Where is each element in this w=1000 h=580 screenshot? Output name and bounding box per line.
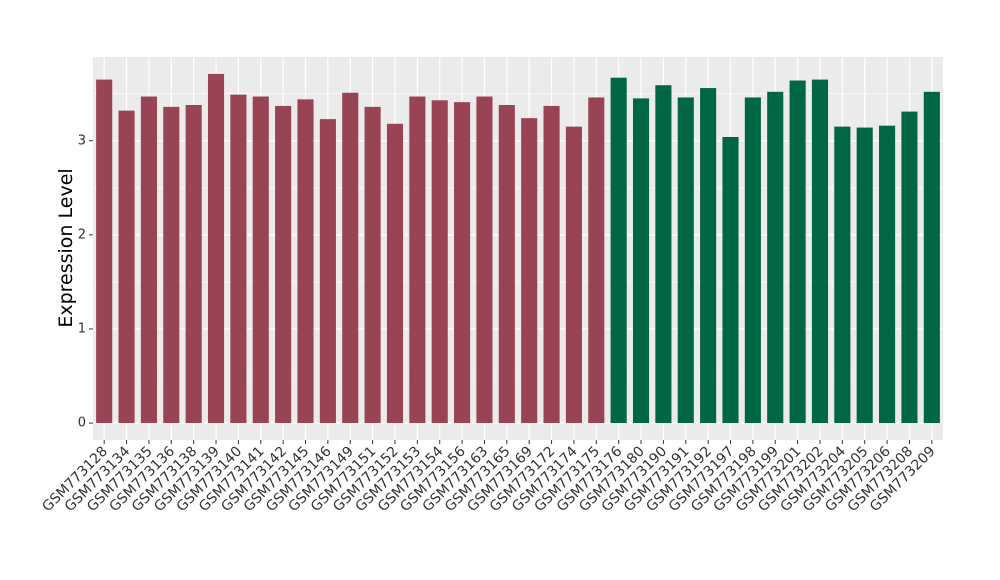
bar (632, 98, 650, 424)
bar (588, 97, 605, 424)
bar (498, 104, 515, 424)
bar (140, 96, 157, 424)
bar (185, 104, 202, 424)
bar (767, 91, 784, 424)
bar (118, 110, 135, 424)
y-tick-label: 2 (78, 227, 86, 242)
bar (476, 96, 493, 424)
bar (923, 91, 940, 424)
bar (856, 127, 873, 424)
bar (364, 106, 381, 424)
y-tick-label: 1 (78, 321, 86, 336)
bar (163, 106, 180, 424)
bar (275, 105, 292, 424)
y-tick-label: 3 (78, 133, 86, 148)
bar (901, 111, 918, 424)
bar (297, 99, 314, 424)
bar (96, 79, 113, 424)
bar (207, 73, 225, 424)
bar (811, 79, 829, 424)
bar (386, 123, 404, 424)
bar (319, 119, 336, 424)
bar (521, 118, 538, 424)
bar (722, 136, 739, 424)
bar (230, 94, 247, 424)
bar (834, 126, 851, 424)
bar (342, 92, 359, 424)
y-axis-label: Expression Level (55, 168, 77, 327)
bar (543, 105, 560, 424)
bar (431, 100, 448, 424)
bar (700, 88, 717, 424)
bar (677, 97, 694, 424)
bar (789, 80, 806, 424)
bar (879, 125, 896, 424)
bar (655, 85, 672, 424)
bar (252, 96, 269, 424)
bar (744, 97, 761, 424)
bar (565, 126, 582, 424)
y-tick-label: 0 (78, 416, 86, 431)
bar (409, 96, 426, 424)
bar (610, 77, 627, 424)
bar (454, 102, 471, 424)
